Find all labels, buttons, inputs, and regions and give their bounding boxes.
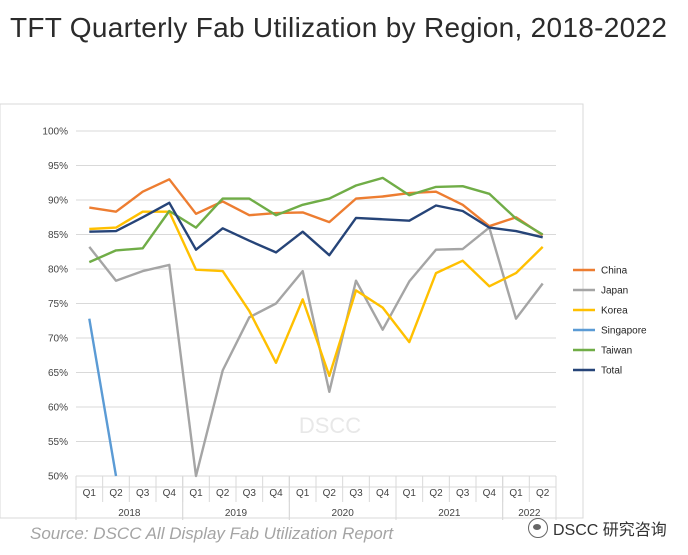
y-tick-label: 90%	[48, 196, 68, 207]
series-line-korea	[89, 210, 544, 378]
x-tick-label: Q2	[109, 488, 123, 499]
series-line-china	[89, 178, 544, 237]
x-tick-label: Q2	[429, 488, 443, 499]
legend-label: Taiwan	[601, 346, 632, 357]
series-line-taiwan	[88, 176, 544, 264]
y-tick-label: 75%	[48, 299, 68, 310]
x-year-label: 2020	[332, 508, 355, 519]
x-tick-label: Q3	[136, 488, 150, 499]
x-tick-label: Q4	[483, 488, 497, 499]
x-tick-label: Q3	[243, 488, 257, 499]
x-tick-label: Q1	[509, 488, 523, 499]
series-line-singapore	[88, 318, 118, 477]
series-line-total	[89, 201, 543, 257]
y-tick-label: 55%	[48, 437, 68, 448]
chart-title: TFT Quarterly Fab Utilization by Region,…	[10, 12, 668, 43]
legend-label: Singapore	[601, 326, 647, 337]
watermark: DSCC	[299, 413, 361, 438]
legend-label: Total	[601, 366, 622, 377]
x-tick-label: Q2	[323, 488, 337, 499]
legend-label: Korea	[601, 306, 628, 317]
x-year-label: 2018	[118, 508, 141, 519]
y-tick-label: 65%	[48, 368, 68, 379]
brand-text: DSCC 研究咨询	[553, 522, 667, 539]
x-tick-label: Q4	[269, 488, 283, 499]
x-tick-label: Q1	[296, 488, 310, 499]
x-tick-label: Q4	[163, 488, 177, 499]
series-line-japan	[88, 226, 544, 478]
x-year-label: 2019	[225, 508, 248, 519]
x-tick-label: Q1	[403, 488, 417, 499]
x-tick-label: Q1	[189, 488, 203, 499]
x-tick-label: Q1	[83, 488, 97, 499]
legend-label: Japan	[601, 286, 628, 297]
source-note: Source: DSCC All Display Fab Utilization…	[30, 524, 394, 543]
x-axis: Q1 Q2 Q3 Q4 Q1 Q2 Q3 Q4 Q1 Q2 Q3 Q4 Q1 Q2 Q3 Q4 Q1 Q2 2018…	[75, 476, 557, 520]
chart-canvas: DSCC 100%95%90%85%80%75%70%65%60%55%50% …	[0, 103, 647, 520]
y-tick-label: 100%	[42, 127, 68, 138]
x-tick-label: Q3	[349, 488, 363, 499]
x-tick-label: Q2	[216, 488, 230, 499]
y-tick-label: 80%	[48, 265, 68, 276]
y-axis: 100% 95% 90% 85% 80% 75% 70% 65% 60% 55% 50%	[42, 127, 68, 483]
x-tick-label: Q4	[376, 488, 390, 499]
x-year-label: 2022	[518, 508, 541, 519]
plot-frame	[0, 103, 584, 519]
x-year-label: 2021	[438, 508, 461, 519]
brand-label: DSCC 研究咨询	[528, 516, 667, 540]
y-tick-label: 70%	[48, 334, 68, 345]
series-lines	[88, 176, 544, 478]
y-tick-label: 50%	[48, 472, 68, 483]
y-tick-label: 95%	[48, 161, 68, 172]
legend-label: China	[601, 266, 628, 277]
wechat-icon	[528, 518, 548, 538]
legend: China Japan Korea Singapore Taiwan Total	[573, 266, 647, 377]
y-tick-label: 60%	[48, 403, 68, 414]
x-tick-label: Q2	[536, 488, 550, 499]
x-tick-label: Q3	[456, 488, 470, 499]
y-tick-label: 85%	[48, 230, 68, 241]
